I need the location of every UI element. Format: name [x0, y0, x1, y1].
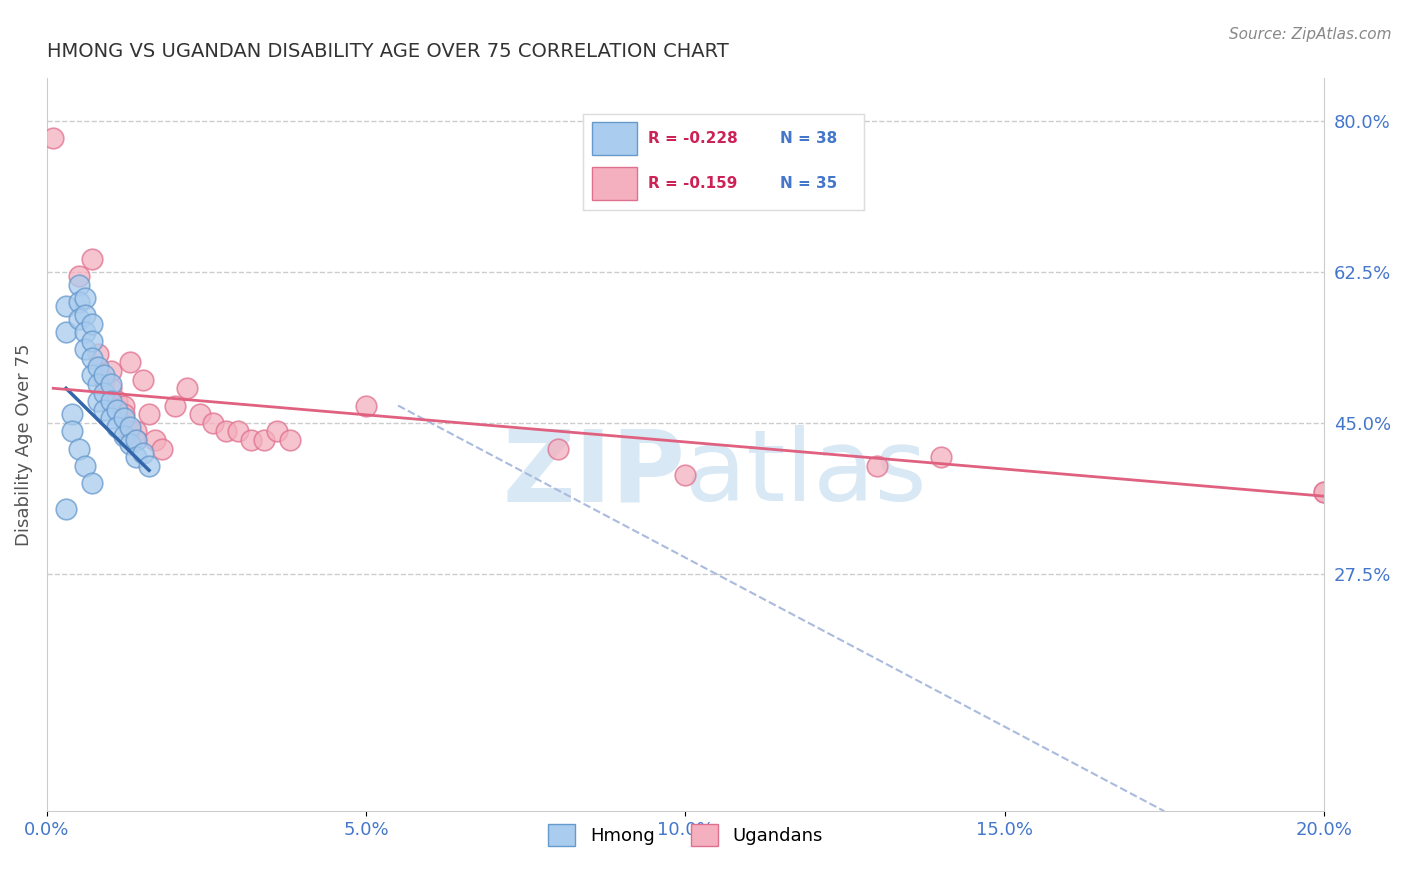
Point: [100, 394, 122, 409]
Point: [929, 450, 952, 465]
Point: [75, 308, 97, 322]
Point: [118, 425, 141, 439]
Point: [80, 252, 103, 266]
Point: [55, 299, 77, 313]
Point: [75, 343, 97, 357]
Point: [118, 420, 141, 434]
Point: [240, 433, 263, 447]
Point: [131, 373, 153, 387]
Point: [354, 399, 377, 413]
Point: [125, 450, 148, 465]
Point: [1313, 484, 1336, 499]
Point: [80, 476, 103, 491]
Point: [163, 399, 186, 413]
Point: [100, 376, 122, 391]
Point: [42, 131, 65, 145]
Point: [75, 291, 97, 305]
Point: [145, 433, 167, 447]
Point: [112, 411, 135, 425]
Point: [87, 394, 110, 409]
Point: [253, 433, 276, 447]
Point: [112, 407, 135, 421]
Point: [100, 381, 122, 395]
Text: HMONG VS UGANDAN DISABILITY AGE OVER 75 CORRELATION CHART: HMONG VS UGANDAN DISABILITY AGE OVER 75 …: [46, 42, 728, 61]
Point: [118, 355, 141, 369]
Point: [1313, 484, 1336, 499]
Point: [266, 425, 288, 439]
Point: [80, 351, 103, 365]
Point: [100, 411, 122, 425]
Legend: Hmong, Ugandans: Hmong, Ugandans: [541, 817, 830, 854]
Point: [188, 407, 211, 421]
Point: [278, 433, 301, 447]
Point: [75, 458, 97, 473]
Point: [87, 347, 110, 361]
Point: [67, 442, 90, 456]
Point: [112, 399, 135, 413]
Y-axis label: Disability Age Over 75: Disability Age Over 75: [15, 343, 32, 546]
Text: atlas: atlas: [685, 425, 927, 522]
Point: [150, 442, 173, 456]
Point: [67, 269, 90, 284]
Point: [125, 425, 148, 439]
Point: [75, 325, 97, 339]
Point: [67, 277, 90, 292]
Point: [118, 437, 141, 451]
Point: [131, 446, 153, 460]
Point: [176, 381, 198, 395]
Point: [62, 425, 84, 439]
Text: Source: ZipAtlas.com: Source: ZipAtlas.com: [1229, 27, 1392, 42]
Point: [112, 429, 135, 443]
Point: [547, 442, 569, 456]
Point: [87, 359, 110, 374]
Point: [125, 433, 148, 447]
Point: [93, 373, 115, 387]
Point: [100, 364, 122, 378]
Point: [93, 402, 115, 417]
Point: [87, 376, 110, 391]
Point: [62, 407, 84, 421]
Point: [105, 402, 128, 417]
Text: ZIP: ZIP: [502, 425, 685, 522]
Point: [67, 295, 90, 310]
Point: [80, 317, 103, 331]
Point: [67, 312, 90, 326]
Point: [866, 458, 889, 473]
Point: [93, 385, 115, 400]
Point: [105, 420, 128, 434]
Point: [55, 325, 77, 339]
Point: [80, 334, 103, 348]
Point: [55, 502, 77, 516]
Point: [93, 368, 115, 383]
Point: [138, 458, 160, 473]
Point: [105, 394, 128, 409]
Point: [228, 425, 250, 439]
Point: [125, 433, 148, 447]
Point: [138, 407, 160, 421]
Point: [80, 368, 103, 383]
Point: [215, 425, 238, 439]
Point: [201, 416, 224, 430]
Point: [673, 467, 696, 482]
